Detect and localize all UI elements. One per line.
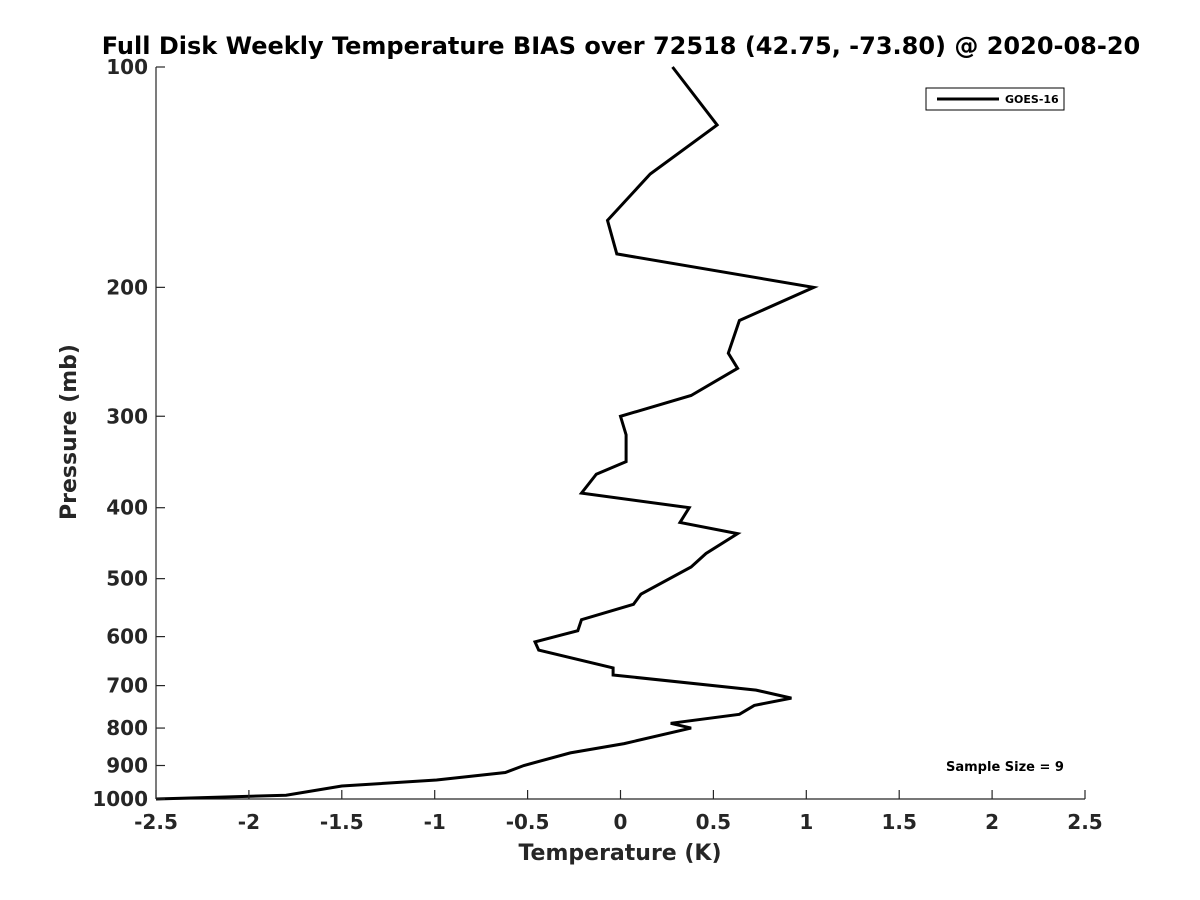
sample-size-annotation: Sample Size = 9 xyxy=(946,760,1064,775)
y-tick-label: 1000 xyxy=(92,787,148,811)
plot-area xyxy=(155,66,1085,801)
x-tick-label: -1.5 xyxy=(320,810,364,834)
y-axis-label: Pressure (mb) xyxy=(57,344,82,520)
y-tick-label: 500 xyxy=(106,567,148,591)
x-axis: -2.5 -2 -1.5 -1 -0.5 0 0.5 1 1.5 2 2.5 xyxy=(134,790,1103,834)
x-tick-label: -0.5 xyxy=(506,810,550,834)
chart-title: Full Disk Weekly Temperature BIAS over 7… xyxy=(102,32,1141,60)
x-axis-label: Temperature (K) xyxy=(518,841,721,866)
y-tick-label: 700 xyxy=(106,674,148,698)
x-tick-label: 1 xyxy=(799,810,813,834)
legend: GOES-16 xyxy=(925,87,1065,111)
x-tick-label: 2 xyxy=(985,810,999,834)
x-tick-label: -1 xyxy=(424,810,446,834)
series-line-goes-16 xyxy=(155,66,819,801)
x-tick-label: -2.5 xyxy=(134,810,178,834)
y-tick-label: 300 xyxy=(106,404,148,428)
x-tick-label: 0.5 xyxy=(696,810,731,834)
x-tick-label: -2 xyxy=(238,810,260,834)
y-tick-label: 600 xyxy=(106,625,148,649)
x-tick-label: 1.5 xyxy=(881,810,916,834)
y-tick-label: 400 xyxy=(106,496,148,520)
y-tick-label: 800 xyxy=(106,716,148,740)
y-tick-label: 200 xyxy=(106,275,148,299)
x-tick-label: 0 xyxy=(614,810,628,834)
x-tick-label: 2.5 xyxy=(1067,810,1102,834)
legend-label: GOES-16 xyxy=(1005,93,1059,106)
y-tick-label: 900 xyxy=(106,754,148,778)
y-tick-label: 100 xyxy=(106,55,148,79)
y-axis: 100 200 300 400 500 600 700 800 900 1000 xyxy=(92,55,165,811)
